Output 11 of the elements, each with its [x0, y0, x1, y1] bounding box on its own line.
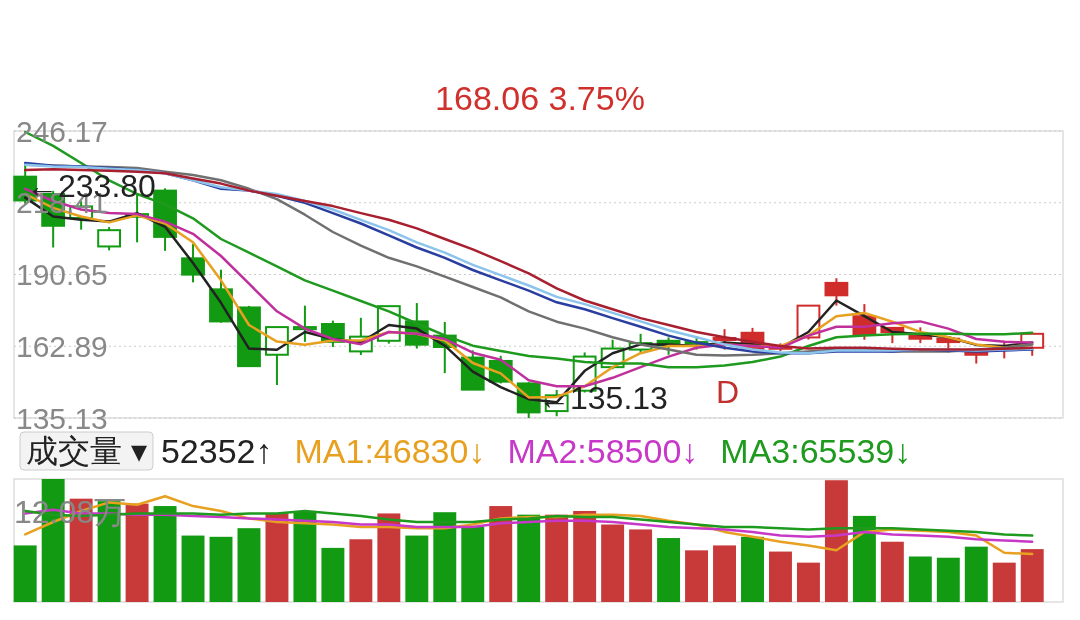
- chart-subtitle: 168.06 3.75%: [435, 79, 645, 117]
- series-label: 52352↑: [160, 432, 273, 470]
- annotation: D: [716, 374, 740, 410]
- y-tick-label: 190.65: [16, 258, 108, 291]
- y-tick-label: 246.17: [16, 114, 108, 148]
- y-tick-label: 162.89: [16, 329, 108, 363]
- y-tick-label: 135.13: [16, 401, 108, 435]
- series-label: MA2:58500↓: [507, 432, 699, 470]
- series-label: MA1:46830↓: [294, 432, 486, 470]
- series-label: MA3:65539↓: [720, 432, 912, 470]
- legend-title: 成交量 ▾: [26, 433, 147, 469]
